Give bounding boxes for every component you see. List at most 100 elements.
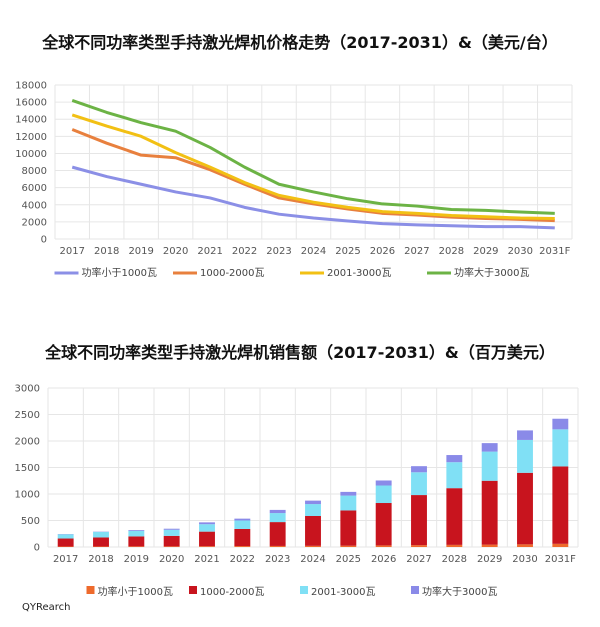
x-tick-label: 2021	[194, 554, 219, 565]
bar-segment	[446, 544, 463, 547]
bar-segment	[340, 491, 357, 496]
bar-segment	[411, 466, 427, 473]
bar-segment	[552, 543, 569, 547]
bar-segment	[128, 546, 145, 547]
y-tick-label: 500	[21, 516, 40, 527]
x-tick-label: 2027	[404, 246, 429, 257]
bar-segment	[305, 515, 321, 546]
bar-segment	[552, 466, 569, 544]
bar-segment	[411, 545, 427, 547]
bar-segment	[269, 522, 286, 546]
y-tick-label: 8000	[22, 166, 47, 177]
y-tick-label: 3000	[15, 384, 40, 395]
bar-segment	[375, 485, 392, 504]
x-tick-label: 2024	[301, 246, 326, 257]
bar-segment	[57, 538, 74, 547]
bar-segment	[446, 462, 463, 489]
legend-swatch	[300, 586, 308, 594]
x-tick-label: 2022	[230, 554, 255, 565]
x-tick-label: 2021	[197, 246, 222, 257]
x-tick-label: 2026	[370, 246, 395, 257]
y-tick-label: 16000	[15, 98, 47, 109]
bar-segment	[552, 429, 569, 467]
bar-segment	[199, 546, 215, 547]
bar-segment	[128, 530, 145, 531]
chart-title: 全球不同功率类型手持激光焊机价格走势（2017-2031）&（美元/台）	[41, 33, 558, 52]
bar-segment	[163, 529, 180, 536]
bar-segment	[234, 520, 251, 529]
bar-segment	[199, 524, 215, 532]
x-tick-label: 2024	[300, 554, 325, 565]
y-tick-label: 2000	[22, 217, 47, 228]
bar-segment	[57, 534, 74, 539]
bar-segment	[305, 500, 321, 505]
legend-label: 2001-3000瓦	[311, 587, 376, 598]
y-tick-label: 2500	[15, 410, 40, 421]
legend-label: 功率大于3000瓦	[422, 585, 497, 598]
legend-label: 2001-3000瓦	[327, 268, 392, 279]
y-tick-label: 1500	[15, 463, 40, 474]
bar-segment	[481, 480, 498, 545]
bar-segment	[481, 544, 498, 547]
y-tick-label: 1000	[15, 490, 40, 501]
bar-segment	[93, 546, 109, 547]
x-tick-label: 2023	[265, 554, 290, 565]
bar-segment	[517, 430, 533, 440]
bar-segment	[93, 537, 109, 547]
y-tick-label: 14000	[15, 115, 47, 126]
bar-segment	[269, 509, 286, 514]
x-tick-label: 2028	[439, 246, 464, 257]
legend-label: 功率小于1000瓦	[98, 585, 173, 598]
bar-segment	[269, 513, 286, 523]
series-line	[71, 113, 555, 220]
bar-segment	[305, 504, 321, 516]
legend-swatch	[411, 586, 419, 594]
bar-segment	[411, 495, 427, 546]
bar-segment	[411, 472, 427, 496]
bar-segment	[375, 545, 392, 547]
x-tick-label: 2029	[477, 554, 502, 565]
x-tick-label: 2017	[60, 246, 85, 257]
x-tick-label: 2028	[442, 554, 467, 565]
legend-label: 功率小于1000瓦	[82, 266, 157, 279]
x-tick-label: 2025	[335, 246, 360, 257]
legend-swatch	[86, 586, 95, 594]
y-tick-label: 6000	[22, 183, 47, 194]
bar-segment	[517, 472, 533, 545]
x-tick-label: 2025	[336, 554, 361, 565]
source-label: QYRearch	[22, 602, 71, 613]
x-tick-label: 2027	[406, 554, 431, 565]
legend-label: 1000-2000瓦	[200, 268, 265, 279]
bar-segment	[305, 545, 321, 547]
y-tick-label: 12000	[15, 132, 47, 143]
x-tick-label: 2019	[128, 246, 153, 257]
bar-segment	[340, 510, 357, 546]
x-tick-label: 2017	[53, 554, 78, 565]
y-tick-label: 4000	[22, 200, 47, 211]
bar-segment	[375, 503, 392, 546]
x-tick-label: 2018	[88, 554, 113, 565]
chart-title: 全球不同功率类型手持激光焊机销售额（2017-2031）&（百万美元）	[44, 343, 555, 362]
bar-segment	[163, 535, 180, 547]
x-tick-label: 2030	[508, 246, 533, 257]
x-tick-label: 2020	[163, 246, 188, 257]
legend-label: 功率大于3000瓦	[454, 266, 529, 279]
y-tick-label: 0	[34, 543, 40, 554]
bar-segment	[128, 536, 145, 547]
bar-segment	[481, 451, 498, 481]
legend-swatch	[189, 586, 197, 594]
x-tick-label: 2031F	[545, 554, 576, 565]
y-tick-label: 10000	[15, 149, 47, 160]
bar-segment	[552, 418, 569, 430]
bar-segment	[163, 528, 180, 530]
bar-segment	[199, 531, 215, 547]
x-tick-label: 2029	[473, 246, 498, 257]
y-tick-label: 2000	[15, 437, 40, 448]
bar-segment	[93, 531, 109, 538]
x-tick-label: 2022	[232, 246, 257, 257]
bar-segment	[128, 530, 145, 537]
x-tick-label: 2030	[512, 554, 537, 565]
bar-segment	[57, 546, 74, 547]
x-tick-label: 2026	[371, 554, 396, 565]
